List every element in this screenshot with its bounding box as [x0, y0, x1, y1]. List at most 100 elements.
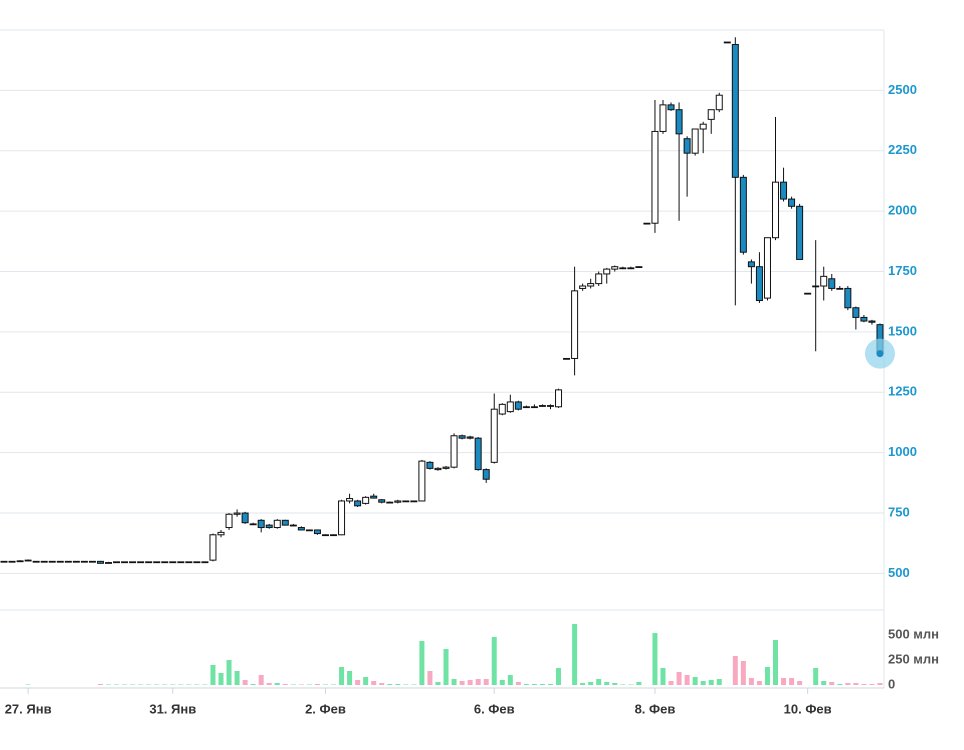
volume-bar: [596, 679, 602, 685]
volume-bar: [210, 665, 216, 685]
volume-bar: [467, 680, 473, 685]
volume-bar: [507, 675, 513, 685]
volume-bar: [282, 684, 288, 685]
volume-bar: [459, 681, 465, 685]
candle-body: [611, 266, 619, 270]
volume-bar: [154, 684, 160, 685]
candle-body: [48, 560, 56, 563]
candle-body: [514, 401, 522, 410]
volume-bar: [572, 624, 578, 685]
volume-bar: [636, 682, 642, 685]
candle-body: [683, 138, 691, 154]
candle-body: [354, 500, 362, 507]
candle-body: [40, 560, 48, 563]
candle-body: [675, 109, 683, 135]
candle-body: [145, 561, 153, 564]
candle-body: [281, 519, 289, 526]
volume-bar: [314, 684, 320, 685]
volume-bar: [580, 683, 586, 685]
last-price-dot: [876, 350, 884, 358]
candle-body: [707, 109, 715, 120]
candle-body: [161, 561, 169, 564]
candle-body: [321, 534, 329, 537]
candle-body: [747, 261, 755, 268]
y-tick-label: 1250: [888, 384, 917, 399]
candle-body: [233, 512, 241, 515]
candle-body: [249, 523, 257, 526]
candle-body: [217, 531, 225, 536]
volume-bar: [194, 684, 200, 685]
volume-bar: [435, 682, 441, 685]
candle-body: [297, 527, 305, 531]
candle-body: [715, 94, 723, 111]
candle-body: [80, 560, 88, 563]
volume-bar: [628, 684, 634, 685]
volume-bar: [403, 684, 409, 685]
volume-bar: [25, 684, 31, 685]
volume-bar: [290, 684, 296, 685]
candle-body: [313, 529, 321, 535]
candle-body: [530, 406, 538, 409]
candle-body: [153, 561, 161, 564]
candle-body: [16, 560, 24, 563]
volume-bar: [250, 684, 256, 685]
volume-bar: [234, 671, 240, 685]
candle-body: [474, 437, 482, 471]
candle-body: [643, 222, 651, 225]
candle-body: [394, 500, 402, 503]
y-tick-label: 750: [888, 504, 910, 519]
volume-bar: [756, 681, 762, 685]
volume-bar: [130, 684, 136, 685]
candle-body: [410, 500, 418, 503]
volume-tick-label: 250 млн: [888, 651, 939, 666]
volume-bar: [491, 637, 497, 685]
volume-bar: [789, 678, 795, 685]
candle-body: [113, 561, 121, 564]
volume-bar: [97, 684, 103, 685]
candle-body: [763, 237, 771, 299]
volume-bar: [700, 681, 706, 685]
y-tick-label: 500: [888, 565, 910, 580]
volume-bar: [660, 668, 666, 685]
candle-body: [587, 283, 595, 287]
candle-body: [466, 436, 474, 439]
volume-bar: [781, 678, 787, 685]
y-tick-label: 1000: [888, 444, 917, 459]
candle-body: [482, 469, 490, 480]
candle-body: [121, 561, 129, 564]
candle-body: [659, 104, 667, 132]
candle-body: [546, 405, 554, 407]
candle-body: [723, 41, 731, 44]
candle-body: [506, 401, 514, 413]
volume-bar: [178, 684, 184, 685]
volume-bar: [138, 684, 144, 685]
candle-body: [635, 266, 643, 268]
volume-bar: [556, 668, 562, 685]
candle-body: [860, 316, 868, 322]
volume-bar: [515, 682, 521, 685]
volume-bar: [539, 684, 545, 685]
candle-body: [595, 273, 603, 285]
candle-body: [137, 561, 145, 564]
candle-body: [402, 500, 410, 503]
candle-body: [72, 560, 80, 563]
candle-body: [820, 275, 828, 287]
candle-body: [796, 205, 804, 260]
candle-body: [177, 561, 185, 564]
candle-body: [836, 287, 844, 290]
candle-body: [185, 561, 193, 564]
candle-body: [129, 561, 137, 564]
candle-body: [852, 307, 860, 318]
volume-bar: [604, 682, 610, 685]
volume-bar: [258, 675, 264, 685]
candle-body: [699, 123, 707, 130]
candle-body: [619, 267, 627, 270]
candle-body: [104, 562, 112, 564]
candle-body: [868, 320, 876, 323]
candle-body: [169, 561, 177, 564]
candle-body: [370, 495, 378, 499]
candle-body: [555, 389, 563, 408]
candle-body: [426, 461, 434, 469]
volume-bar: [218, 673, 224, 685]
